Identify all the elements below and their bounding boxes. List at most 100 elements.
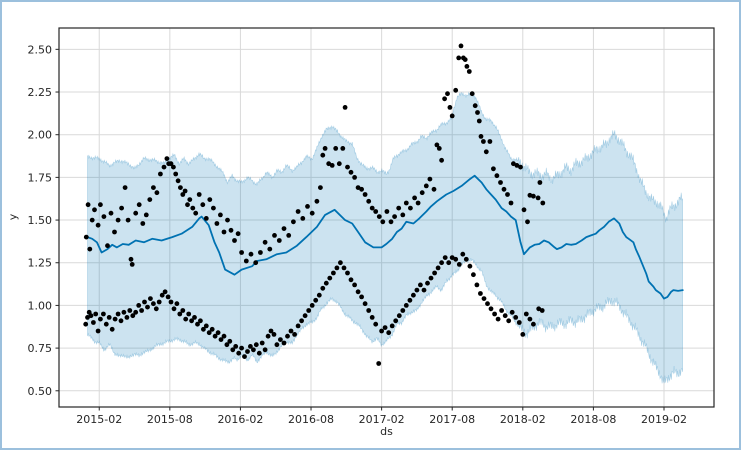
data-point <box>112 316 118 322</box>
data-point <box>348 277 354 283</box>
data-point <box>469 91 475 97</box>
data-point <box>421 287 427 293</box>
data-point <box>295 323 301 329</box>
data-point <box>499 308 504 313</box>
data-point <box>281 226 287 232</box>
data-point <box>224 342 230 348</box>
data-point <box>333 146 339 151</box>
data-point <box>168 161 174 167</box>
data-point <box>143 212 149 218</box>
data-point <box>162 289 168 295</box>
data-point <box>83 321 89 327</box>
data-point <box>411 292 416 298</box>
data-point <box>230 347 236 353</box>
data-point <box>243 258 249 264</box>
data-point <box>491 166 496 172</box>
data-point <box>537 180 543 185</box>
data-point <box>136 303 142 308</box>
data-point <box>508 200 514 206</box>
data-point <box>342 105 348 110</box>
data-point <box>272 233 277 238</box>
data-point <box>376 214 382 220</box>
data-point <box>212 333 218 339</box>
data-point <box>139 308 145 313</box>
data-point <box>142 299 147 305</box>
data-point <box>236 350 242 356</box>
data-point <box>105 243 110 249</box>
data-point <box>376 361 382 366</box>
data-point <box>341 265 347 271</box>
data-point <box>119 205 124 211</box>
data-point <box>253 260 259 266</box>
data-point <box>442 96 447 102</box>
data-point <box>276 238 282 243</box>
data-point <box>127 308 133 313</box>
data-point <box>147 197 153 203</box>
data-point <box>214 221 220 226</box>
data-point <box>262 347 268 353</box>
data-point <box>305 204 310 209</box>
data-point <box>200 202 206 208</box>
data-point <box>460 251 466 257</box>
data-point <box>355 289 361 295</box>
data-point <box>112 229 117 235</box>
data-point <box>483 149 489 155</box>
x-tick-label: 2018-08 <box>570 413 616 426</box>
data-point <box>164 156 170 162</box>
y-tick-label: 0.50 <box>28 385 53 398</box>
data-point <box>189 318 195 324</box>
data-point <box>221 229 227 235</box>
data-point <box>407 297 413 303</box>
data-point <box>380 219 386 225</box>
data-point <box>302 313 308 319</box>
x-axis-label: ds <box>380 425 393 438</box>
data-point <box>458 43 464 49</box>
data-point <box>382 325 388 330</box>
data-point <box>148 296 153 301</box>
data-point <box>453 256 459 262</box>
data-point <box>514 163 520 168</box>
data-point <box>439 260 444 266</box>
data-point <box>396 313 402 319</box>
data-point <box>278 337 283 342</box>
data-point <box>271 332 277 337</box>
data-point <box>362 301 368 307</box>
data-point <box>106 315 112 320</box>
data-point <box>472 103 478 109</box>
data-point <box>431 186 437 192</box>
data-point <box>190 205 196 211</box>
data-point <box>388 219 394 225</box>
data-point <box>187 197 193 203</box>
data-point <box>248 344 253 349</box>
data-point <box>140 221 146 226</box>
data-point <box>471 272 476 278</box>
data-point <box>180 192 186 197</box>
data-point <box>316 292 322 298</box>
data-point <box>89 217 95 223</box>
data-point <box>258 250 263 255</box>
data-point <box>322 146 328 151</box>
x-tick-label: 2015-08 <box>147 413 193 426</box>
data-point <box>501 186 507 192</box>
data-point <box>446 260 452 266</box>
data-point <box>198 318 203 324</box>
data-point <box>425 280 430 286</box>
data-point <box>373 209 379 214</box>
data-point <box>256 350 262 356</box>
data-point <box>286 233 292 238</box>
data-point <box>475 110 480 115</box>
data-point <box>115 311 121 317</box>
data-point <box>288 328 294 334</box>
data-point <box>531 193 536 199</box>
data-point <box>221 333 227 339</box>
data-point <box>93 311 99 317</box>
data-point <box>338 260 343 266</box>
data-point <box>369 205 375 211</box>
data-point <box>379 328 384 334</box>
data-point <box>218 212 223 218</box>
data-point <box>329 163 335 168</box>
data-point <box>318 185 323 191</box>
data-point <box>359 294 364 300</box>
data-point <box>487 139 493 144</box>
data-point <box>400 212 406 218</box>
